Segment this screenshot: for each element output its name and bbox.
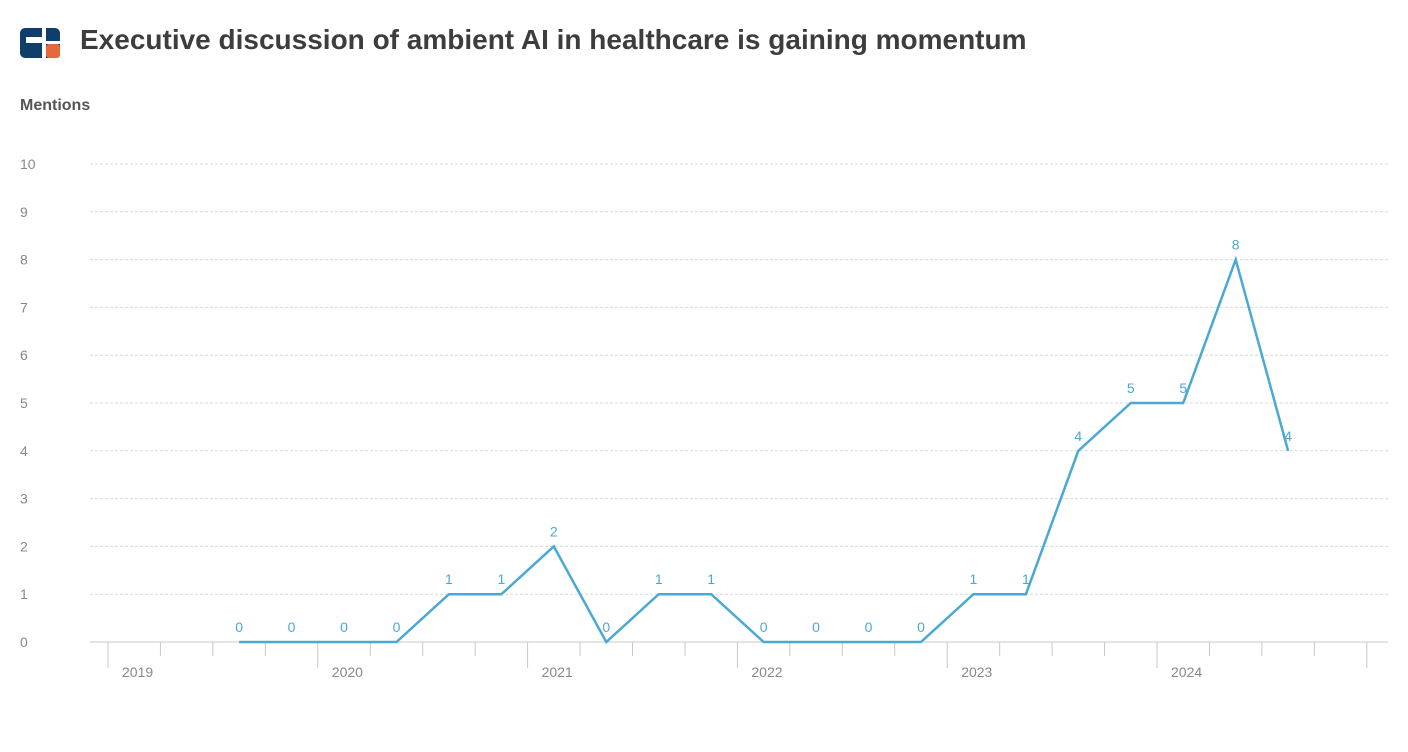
x-tick-label: 2023 [961, 664, 992, 680]
data-label: 0 [917, 619, 925, 635]
data-label: 2 [550, 523, 558, 539]
data-label: 1 [1022, 571, 1030, 587]
data-label: 0 [812, 619, 820, 635]
data-label: 0 [235, 619, 243, 635]
data-label: 1 [970, 571, 978, 587]
y-tick-label: 7 [20, 299, 28, 315]
data-label: 5 [1127, 380, 1135, 396]
data-label: 1 [655, 571, 663, 587]
y-tick-label: 5 [20, 395, 28, 411]
y-tick-label: 2 [20, 538, 28, 554]
data-label: 5 [1179, 380, 1187, 396]
data-label: 0 [760, 619, 768, 635]
y-tick-label: 0 [20, 634, 28, 650]
series-line [239, 255, 1290, 644]
x-tick-label: 2022 [751, 664, 782, 680]
y-axis-label: Mentions [20, 97, 91, 114]
data-label: 1 [445, 571, 453, 587]
y-tick-label: 9 [20, 204, 28, 220]
y-tick-label: 3 [20, 491, 28, 507]
y-tick-label: 1 [20, 586, 28, 602]
brand-logo [20, 28, 60, 58]
x-tick-label: 2021 [542, 664, 573, 680]
data-label: 1 [707, 571, 715, 587]
data-label: 0 [865, 619, 873, 635]
y-tick-label: 10 [20, 156, 36, 172]
x-tick-label: 2020 [332, 664, 363, 680]
y-tick-label: 8 [20, 252, 28, 268]
y-tick-label: 6 [20, 347, 28, 363]
chart-title: Executive discussion of ambient AI in he… [80, 24, 1027, 55]
x-tick-label: 2019 [122, 664, 153, 680]
data-label: 4 [1284, 428, 1292, 444]
data-label: 0 [288, 619, 296, 635]
data-label: 1 [497, 571, 505, 587]
x-tick-label: 2024 [1171, 664, 1202, 680]
data-label: 0 [602, 619, 610, 635]
data-label: 8 [1232, 237, 1240, 253]
y-tick-label: 4 [20, 443, 28, 459]
data-label: 0 [393, 619, 401, 635]
data-label: 0 [340, 619, 348, 635]
data-label: 4 [1074, 428, 1082, 444]
